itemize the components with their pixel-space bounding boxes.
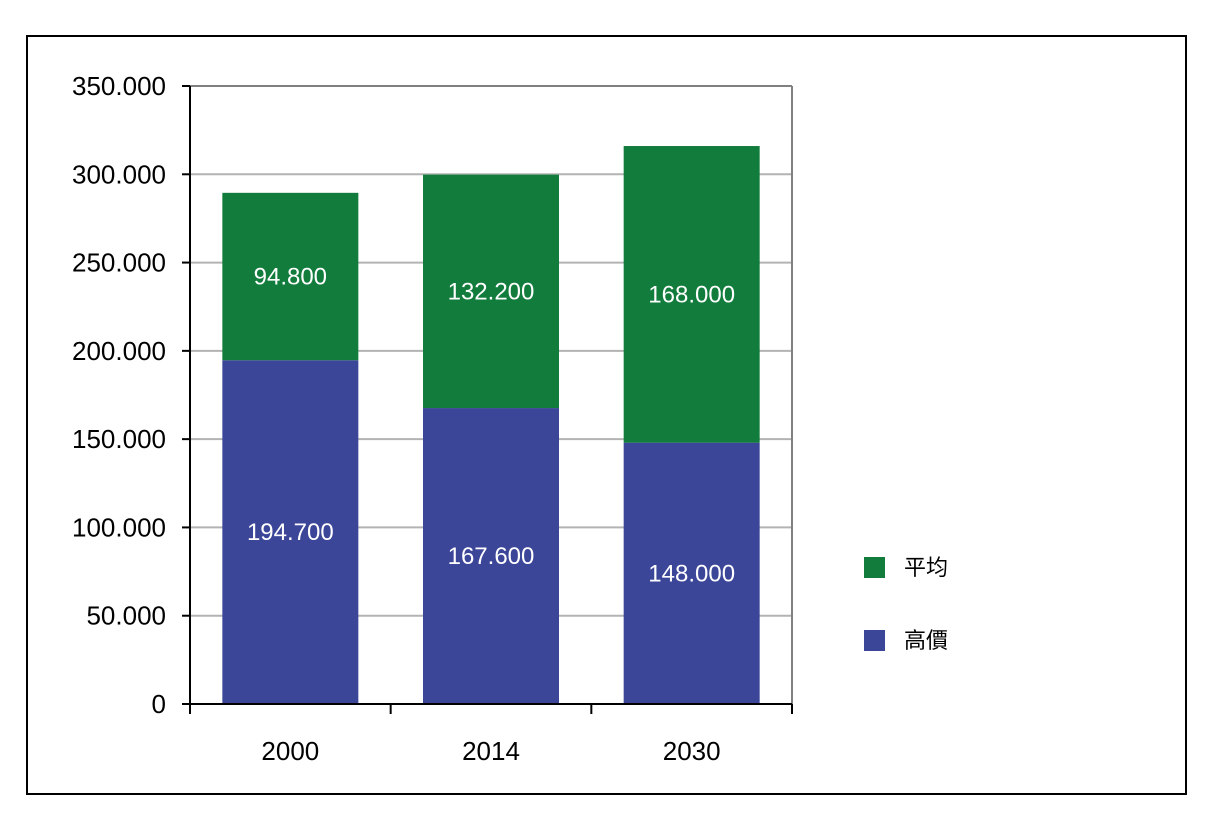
data-label-2030-series-1: 168.000 [648, 281, 735, 308]
bars [222, 146, 760, 704]
y-tick-label: 300.000 [72, 159, 166, 189]
y-tick-label: 150.000 [72, 424, 166, 454]
y-tick-label: 200.000 [72, 336, 166, 366]
data-label-2000-series-0: 194.700 [247, 519, 334, 546]
data-label-2000-series-1: 94.800 [254, 264, 327, 291]
y-tick-label: 0 [152, 689, 166, 719]
y-tick-label: 250.000 [72, 248, 166, 278]
y-tick-label: 350.000 [72, 71, 166, 101]
bar-2014-series-0 [423, 408, 559, 704]
legend-swatch [864, 557, 885, 578]
axes: 0 50.000 100.000 150.000 200.000 250.000 300.0… [72, 71, 793, 766]
bar-2000-series-1 [222, 192, 359, 361]
data-label-2030-series-0: 148.000 [648, 560, 735, 587]
x-tick-label: 2014 [462, 736, 520, 766]
data-label-2014-series-0: 167.600 [448, 543, 535, 570]
legend-label: 平均 [904, 555, 948, 580]
data-labels: 194.700 94.800 167.600 132.200 148.000 168.00… [247, 264, 735, 588]
chart-frame [26, 35, 1187, 795]
bar-2014-series-1 [423, 174, 559, 409]
bar-2030-series-1 [623, 146, 760, 443]
bar-2030-series-0 [623, 442, 760, 704]
legend-swatch [864, 630, 885, 651]
data-label-2014-series-1: 132.200 [448, 278, 535, 305]
bar-2000-series-0 [222, 360, 359, 704]
y-tick-label: 50.000 [86, 601, 166, 631]
legend-label: 高價 [904, 628, 948, 653]
x-tick-label: 2030 [663, 736, 721, 766]
y-tick-label: 100.000 [72, 512, 166, 542]
x-tick-label: 2000 [261, 736, 319, 766]
